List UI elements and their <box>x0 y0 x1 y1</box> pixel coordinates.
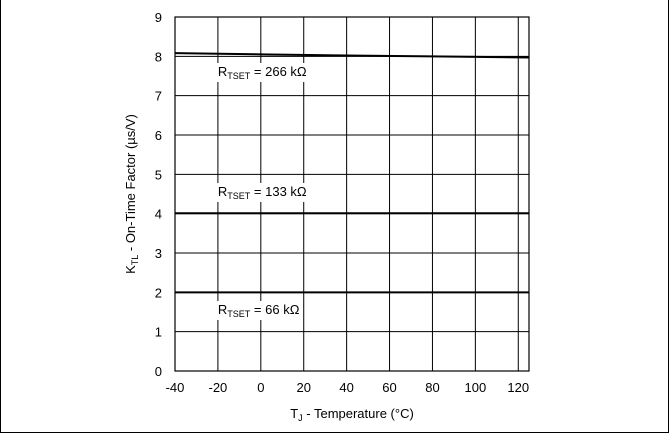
x-tick-labels: -40 -20 0 20 40 60 80 100 120 <box>166 380 530 395</box>
series-labels: RTSET = 266 kΩ RTSET = 133 kΩ RTSET = 66 k… <box>214 63 310 320</box>
y-tick-label: 5 <box>155 167 162 182</box>
series-label: RTSET = 66 kΩ <box>218 302 300 319</box>
x-tick-label: 80 <box>425 380 439 395</box>
x-tick-label: -20 <box>209 380 228 395</box>
x-tick-label: 40 <box>339 380 353 395</box>
plot-area <box>174 16 530 372</box>
series-label: RTSET = 266 kΩ <box>218 64 307 81</box>
x-tick-label: 60 <box>382 380 396 395</box>
y-tick-label: 9 <box>155 10 162 25</box>
series-label-background <box>214 182 310 202</box>
y-tick-labels: 0 1 2 3 4 5 6 7 8 9 <box>155 10 162 379</box>
x-tick-label: 100 <box>465 380 487 395</box>
series-label-background <box>214 300 303 320</box>
x-tick-label: 20 <box>296 380 310 395</box>
series-line <box>174 52 530 59</box>
x-tick-label: 0 <box>257 380 264 395</box>
y-axis-label: KTL - On-Time Factor (µs/V) <box>123 114 140 274</box>
x-tick-label: -40 <box>166 380 185 395</box>
x-tick-label: 120 <box>507 380 529 395</box>
series-label: RTSET = 133 kΩ <box>218 184 307 201</box>
y-tick-label: 1 <box>155 325 162 340</box>
y-tick-label: 7 <box>155 89 162 104</box>
series-label-background <box>214 63 310 82</box>
series-lines <box>174 52 530 294</box>
x-axis-label: TJ - Temperature (°C) <box>290 406 414 423</box>
y-tick-label: 0 <box>155 364 162 379</box>
y-tick-label: 8 <box>155 49 162 64</box>
y-tick-label: 6 <box>155 128 162 143</box>
y-tick-label: 2 <box>155 285 162 300</box>
y-tick-label: 4 <box>155 207 162 222</box>
y-tick-label: 3 <box>155 246 162 261</box>
